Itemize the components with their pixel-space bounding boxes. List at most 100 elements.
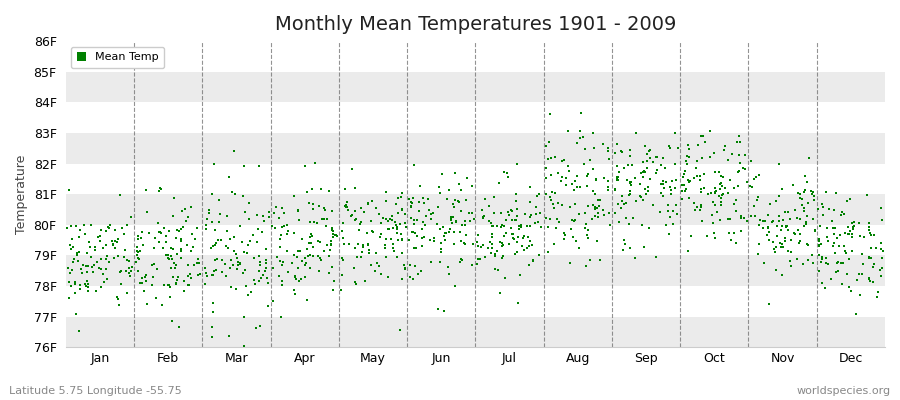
Point <box>100 275 114 282</box>
Point <box>152 188 166 194</box>
Point <box>485 223 500 229</box>
Point <box>670 145 685 151</box>
Point <box>589 206 603 212</box>
Point <box>60 224 75 231</box>
Point <box>668 185 682 191</box>
Point <box>330 233 345 240</box>
Point <box>609 176 624 183</box>
Point <box>712 193 726 200</box>
Point <box>587 145 601 152</box>
Point <box>79 262 94 269</box>
Point <box>861 276 876 282</box>
Point <box>351 241 365 247</box>
Point <box>238 342 252 349</box>
Point <box>488 252 502 259</box>
Point <box>230 259 245 265</box>
Point <box>744 212 759 219</box>
Point <box>453 259 467 266</box>
Point <box>654 181 669 188</box>
Point <box>535 224 549 230</box>
Point <box>624 182 638 189</box>
Point <box>694 186 708 192</box>
Point <box>557 156 572 163</box>
Point <box>178 206 193 212</box>
Point <box>830 235 844 241</box>
Point <box>176 278 191 284</box>
Point <box>812 242 826 248</box>
Point <box>636 159 651 166</box>
Point <box>681 154 696 161</box>
Point <box>236 270 250 276</box>
Point <box>847 219 861 225</box>
Point <box>716 174 730 180</box>
Point <box>423 236 437 243</box>
Point <box>407 245 421 251</box>
Point <box>858 234 872 240</box>
Point <box>379 235 393 242</box>
Point <box>94 227 109 233</box>
Point <box>491 267 505 273</box>
Point <box>723 216 737 222</box>
Point <box>502 241 517 247</box>
Point <box>391 195 405 201</box>
Point <box>504 225 518 231</box>
Point <box>811 206 825 212</box>
Point <box>681 142 696 148</box>
Point <box>843 288 858 294</box>
Point <box>356 244 371 250</box>
Point <box>208 240 222 246</box>
Point <box>488 266 502 273</box>
Point <box>816 212 831 218</box>
Point <box>820 234 834 240</box>
Point <box>855 260 869 267</box>
Point <box>538 143 553 149</box>
Bar <box>66 72 885 102</box>
Point <box>291 206 305 213</box>
Point <box>310 220 325 226</box>
Point <box>339 202 354 208</box>
Point <box>626 214 640 221</box>
Point <box>66 244 80 251</box>
Point <box>130 254 145 261</box>
Point <box>636 168 651 174</box>
Point <box>273 258 287 264</box>
Point <box>526 257 541 263</box>
Point <box>615 148 629 155</box>
Point <box>334 287 348 293</box>
Point <box>833 232 848 238</box>
Point <box>592 203 607 209</box>
Point <box>149 266 164 272</box>
Point <box>819 260 833 266</box>
Point <box>622 192 636 198</box>
Point <box>662 202 676 208</box>
Point <box>678 188 692 194</box>
Point <box>845 234 859 240</box>
Point <box>745 184 760 190</box>
Point <box>226 262 240 268</box>
Point <box>322 188 337 194</box>
Point <box>590 177 604 184</box>
Point <box>374 234 388 240</box>
Point <box>70 252 85 258</box>
Point <box>562 204 577 210</box>
Point <box>650 166 664 173</box>
Point <box>320 216 335 222</box>
Point <box>76 222 91 228</box>
Point <box>67 258 81 265</box>
Point <box>418 213 433 219</box>
Point <box>157 282 171 288</box>
Point <box>360 242 374 248</box>
Point <box>665 178 680 184</box>
Point <box>572 210 586 217</box>
Point <box>828 225 842 232</box>
Point <box>500 170 514 176</box>
Point <box>403 262 418 268</box>
Point <box>524 211 538 218</box>
Point <box>164 245 178 252</box>
Point <box>736 215 751 222</box>
Point <box>775 241 789 247</box>
Point <box>94 284 108 290</box>
Point <box>222 236 237 242</box>
Point <box>496 242 510 249</box>
Point <box>73 227 87 234</box>
